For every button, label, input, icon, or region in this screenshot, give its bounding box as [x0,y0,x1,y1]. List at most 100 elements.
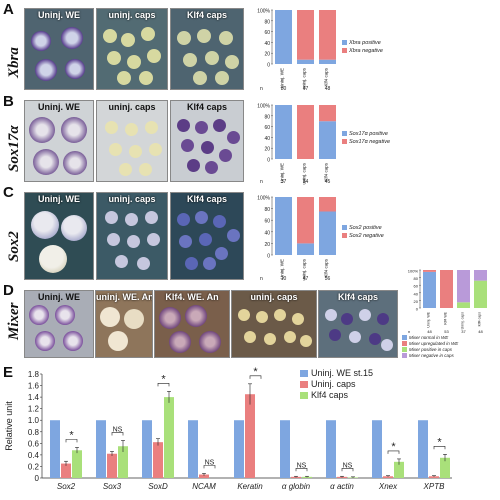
cap [203,257,216,270]
bar-segment [474,280,487,308]
n-value: 56 [325,276,331,282]
significance-label: * [391,441,396,453]
legend-entry: Uninj. caps [311,379,356,389]
cap [244,331,256,343]
bar-segment [440,270,453,308]
n-label: n [260,179,263,185]
bar [153,442,163,478]
bar-segment [297,105,314,159]
bar-segment [275,105,292,159]
bar-segment [275,197,292,255]
y-tick-label: 0.6 [28,439,40,448]
n-value: 80 [281,86,287,92]
y-tick-label: 20 [264,147,270,153]
legend-entry: Mixer normal in WE [409,335,449,340]
bar-segment [319,105,336,122]
bar-segment [474,270,487,281]
category-label: Klf4 caps [324,67,329,86]
cap [177,31,191,45]
embryo [100,307,120,327]
category-label: Xnex [378,482,398,491]
significance-label: NS [205,459,215,466]
bar-segment [319,10,336,60]
photo-title: uninj. caps [108,10,156,20]
y-tick-label: 100% [257,104,270,110]
cap [256,311,268,323]
significance-label: * [437,436,442,448]
photo-d-klf4-we-an: Klf4. WE. An [154,290,230,358]
category-label: XPTB [423,482,446,491]
bar-segment [297,10,314,60]
cap [145,121,158,134]
panel-letter-e: E [3,364,14,381]
legend-swatch [342,131,347,136]
legend-swatch [402,341,407,346]
embryo [63,331,83,351]
legend-swatch [402,353,407,358]
cap [105,211,118,224]
n-value: 45 [325,179,331,185]
n-value: 10 [281,276,287,282]
legend-entry: Xbra positive [348,40,381,46]
cap [181,139,194,152]
photo-c-uninj-we: Uninj. WE [24,192,94,280]
chart-d-mixer: 0 20 40 60 80 100% Uninj. WE 48 Klf4 WE 53 Uninj. … [402,269,487,358]
y-tick-label: 60 [264,30,270,36]
y-tick-label: 60 [264,219,270,225]
cap [127,235,140,248]
y-tick-label: 40 [414,291,419,296]
cap [195,121,208,134]
legend-swatch [402,347,407,352]
category-label: α actin [330,482,354,491]
category-label: Klf4 caps [324,258,329,277]
photo-a-uninj-we: Uninj. WE [24,8,94,90]
photo-b-uninj-caps: uninj. caps [96,100,168,182]
y-tick-label: 0 [35,474,40,483]
legend-entry: Xbra negative [348,48,383,54]
legend-entry: Sox2 positive [349,225,382,231]
bar [418,420,428,478]
photo-b-uninj-we: Uninj. WE [24,100,94,182]
bar-segment [423,271,436,308]
embryo [108,331,128,351]
y-tick-label: 40 [264,230,270,236]
y-tick-label: 100% [408,269,419,274]
legend-swatch [342,233,347,238]
gene-label-b: Sox17α [6,125,22,172]
bar [326,420,336,478]
bar [440,457,450,478]
cap [183,53,197,67]
photo-title: Klf4. WE. An [165,292,219,302]
cap [141,27,155,41]
y-tick-label: 60 [414,284,419,289]
photo-title: Klf4 caps [337,292,379,302]
legend-entry: Sox2 negative [349,233,384,239]
photo-title: Uninj. WE [38,10,80,20]
photo-title: Klf4 caps [186,194,228,204]
bar-segment [275,10,292,64]
bar [291,476,301,478]
legend-entry: Klf4 caps [311,390,349,400]
y-tick-label: 80 [264,114,270,120]
y-tick-label: 0 [416,307,419,312]
bar [199,474,209,478]
bar-segment [319,197,336,212]
embryo [185,305,207,327]
y-tick-label: 0 [267,158,270,164]
cap [219,31,233,45]
panel-letter-a: A [3,1,14,18]
cap [193,71,207,85]
cap [185,257,198,270]
cap [139,163,152,176]
y-tick-label: 60 [264,125,270,131]
bar-segment [319,59,336,64]
category-label: Sox3 [103,482,122,491]
embryo [199,331,221,353]
bar [164,397,174,478]
cap [284,331,296,343]
y-tick-label: 1.2 [28,405,40,414]
bar-segment [297,197,314,244]
bar [107,453,117,478]
